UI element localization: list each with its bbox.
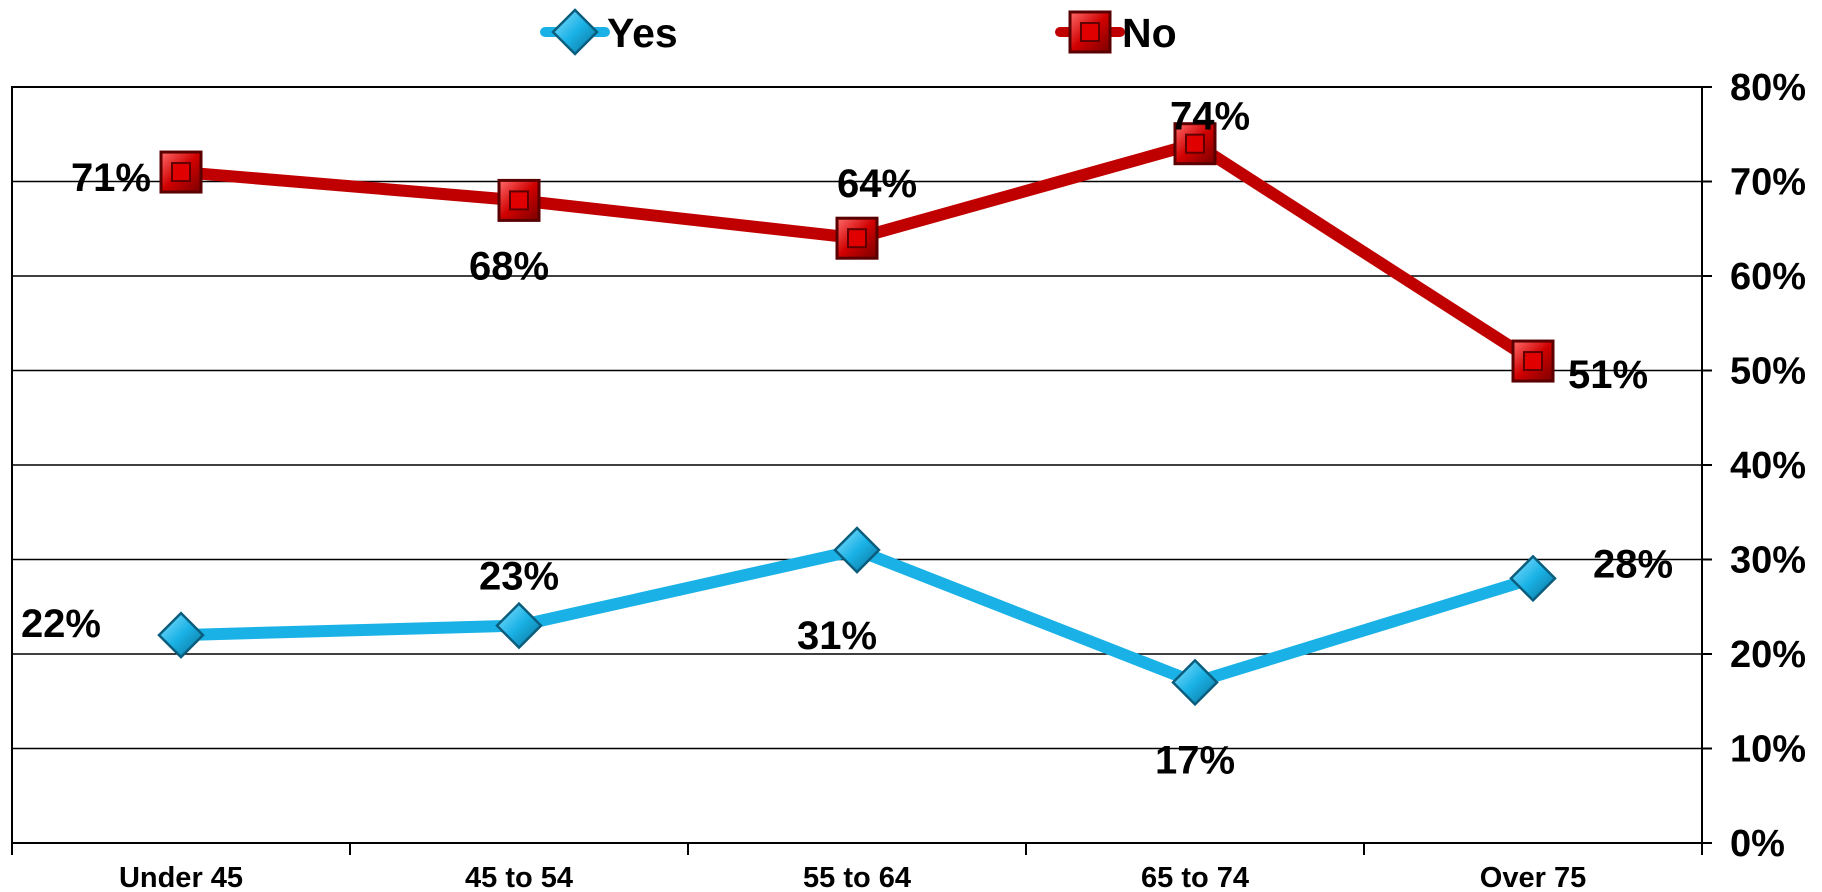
y-axis-ticks: 0% 10% 20% 30% 40% 50% 60% 70% 80% (1702, 67, 1806, 865)
x-category-label: 55 to 64 (803, 862, 911, 892)
legend: Yes No (540, 8, 1177, 56)
data-label-no: 64% (837, 162, 917, 206)
data-point-no-inner (1523, 351, 1543, 372)
data-labels: 22% 23% 31% 17% 28% 71% 68% 64% 74% 51% (21, 95, 1673, 783)
x-category-label: Over 75 (1480, 862, 1586, 892)
x-axis-labels: Under 45 45 to 54 55 to 64 65 to 74 Over 75 (11, 843, 1703, 892)
y-tick-label: 40% (1730, 445, 1806, 487)
legend-label-yes: Yes (607, 10, 678, 56)
x-category-label: Under 45 (119, 862, 243, 892)
data-point-no-inner (171, 162, 191, 183)
x-category-label: 45 to 54 (465, 862, 573, 892)
data-point-no (1173, 122, 1217, 166)
y-tick-label: 30% (1730, 540, 1806, 582)
series-markers (157, 122, 1557, 707)
x-category-label: 65 to 74 (1141, 862, 1249, 892)
data-point-yes (1509, 554, 1557, 603)
data-point-no-inner (1185, 133, 1205, 154)
data-label-yes: 22% (21, 602, 101, 646)
y-tick-label: 60% (1730, 256, 1806, 298)
y-tick-label: 10% (1730, 729, 1806, 771)
data-label-yes: 23% (479, 555, 559, 599)
y-tick-label: 80% (1730, 67, 1806, 109)
data-point-yes (157, 611, 205, 659)
data-label-no: 51% (1568, 353, 1648, 397)
legend-square-inner (1080, 22, 1100, 42)
y-tick-label: 0% (1730, 823, 1785, 865)
gridlines (12, 180, 1702, 750)
data-point-no-inner (847, 228, 867, 249)
data-label-no: 68% (469, 244, 549, 288)
data-point-no-inner (509, 190, 529, 211)
y-tick-label: 20% (1730, 634, 1806, 676)
legend-label-no: No (1122, 10, 1177, 56)
data-label-no: 74% (1170, 95, 1250, 139)
data-label-yes: 17% (1155, 738, 1235, 782)
data-point-yes (495, 601, 543, 650)
data-point-yes (1171, 658, 1219, 707)
data-label-yes: 31% (797, 614, 877, 658)
data-label-no: 71% (71, 156, 151, 200)
data-label-yes: 28% (1593, 542, 1673, 586)
data-point-yes (833, 526, 881, 574)
legend-diamond-icon (551, 8, 599, 56)
y-tick-label: 70% (1730, 162, 1806, 204)
y-tick-label: 50% (1730, 351, 1806, 393)
